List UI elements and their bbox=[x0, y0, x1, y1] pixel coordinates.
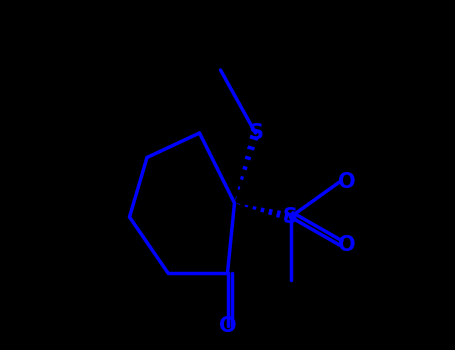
Text: O: O bbox=[338, 172, 355, 192]
Text: O: O bbox=[338, 235, 355, 255]
Text: O: O bbox=[219, 315, 236, 336]
Text: S: S bbox=[283, 207, 298, 227]
Text: S: S bbox=[248, 123, 263, 143]
